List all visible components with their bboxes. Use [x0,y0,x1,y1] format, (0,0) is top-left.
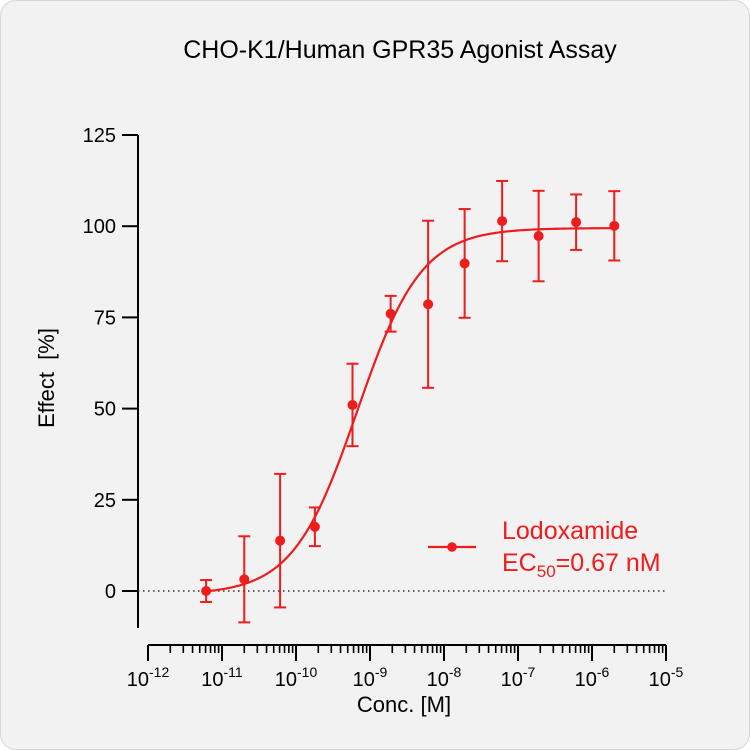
y-axis: 0 25 50 75 100 125 [83,125,139,628]
data-point-group [532,189,545,283]
x-tick-label: 10-10 [275,664,318,691]
data-point-group [200,579,213,603]
data-point-group [458,208,471,319]
legend: Lodoxamide EC50=0.67 nM [428,517,661,581]
fit-curve [205,227,615,593]
y-tick-label: 25 [94,490,116,512]
data-point [459,258,470,269]
x-tick-label: 10-7 [501,664,536,691]
data-point-group [238,535,251,624]
plot-area [200,179,621,624]
data-point [309,521,320,532]
data-point [533,231,544,242]
x-tick-label: 10-6 [575,664,610,691]
data-point [497,216,508,227]
y-tick-label: 100 [83,216,116,238]
x-tick-label: 10-8 [427,664,462,691]
x-tick-label: 10-11 [201,664,243,691]
y-tick-label: 50 [94,399,116,421]
data-point [423,299,434,310]
data-point [201,586,212,596]
chart-title: CHO-K1/Human GPR35 Agonist Assay [183,36,617,64]
data-point-group [346,362,359,448]
y-tick-label: 0 [105,581,116,603]
data-point-group [422,219,435,389]
data-point [275,535,286,546]
x-axis: 10-12 10-11 10-10 10-9 10-8 10-7 10-6 10-5 [127,644,684,691]
y-axis-label: Effect [%] [34,328,59,428]
data-point [609,220,620,231]
data-point-group [570,193,583,251]
data-point-group [308,506,321,548]
data-point-group [496,179,509,263]
legend-series-name: Lodoxamide [502,517,638,545]
legend-marker [447,542,457,552]
y-tick-label: 75 [94,307,116,329]
data-point [347,399,358,410]
data-point-group [608,190,621,262]
data-point [385,308,396,319]
x-tick-label: 10-5 [649,664,684,691]
x-tick-label: 10-12 [127,664,170,691]
data-point-group [384,294,397,333]
data-point [571,217,582,228]
x-tick-label: 10-9 [353,664,388,691]
x-axis-label: Conc. [M] [357,692,451,717]
y-tick-label: 125 [83,125,116,147]
data-point-group [274,472,287,609]
legend-ec50-label: EC50=0.67 nM [502,549,661,581]
data-point [239,574,250,585]
